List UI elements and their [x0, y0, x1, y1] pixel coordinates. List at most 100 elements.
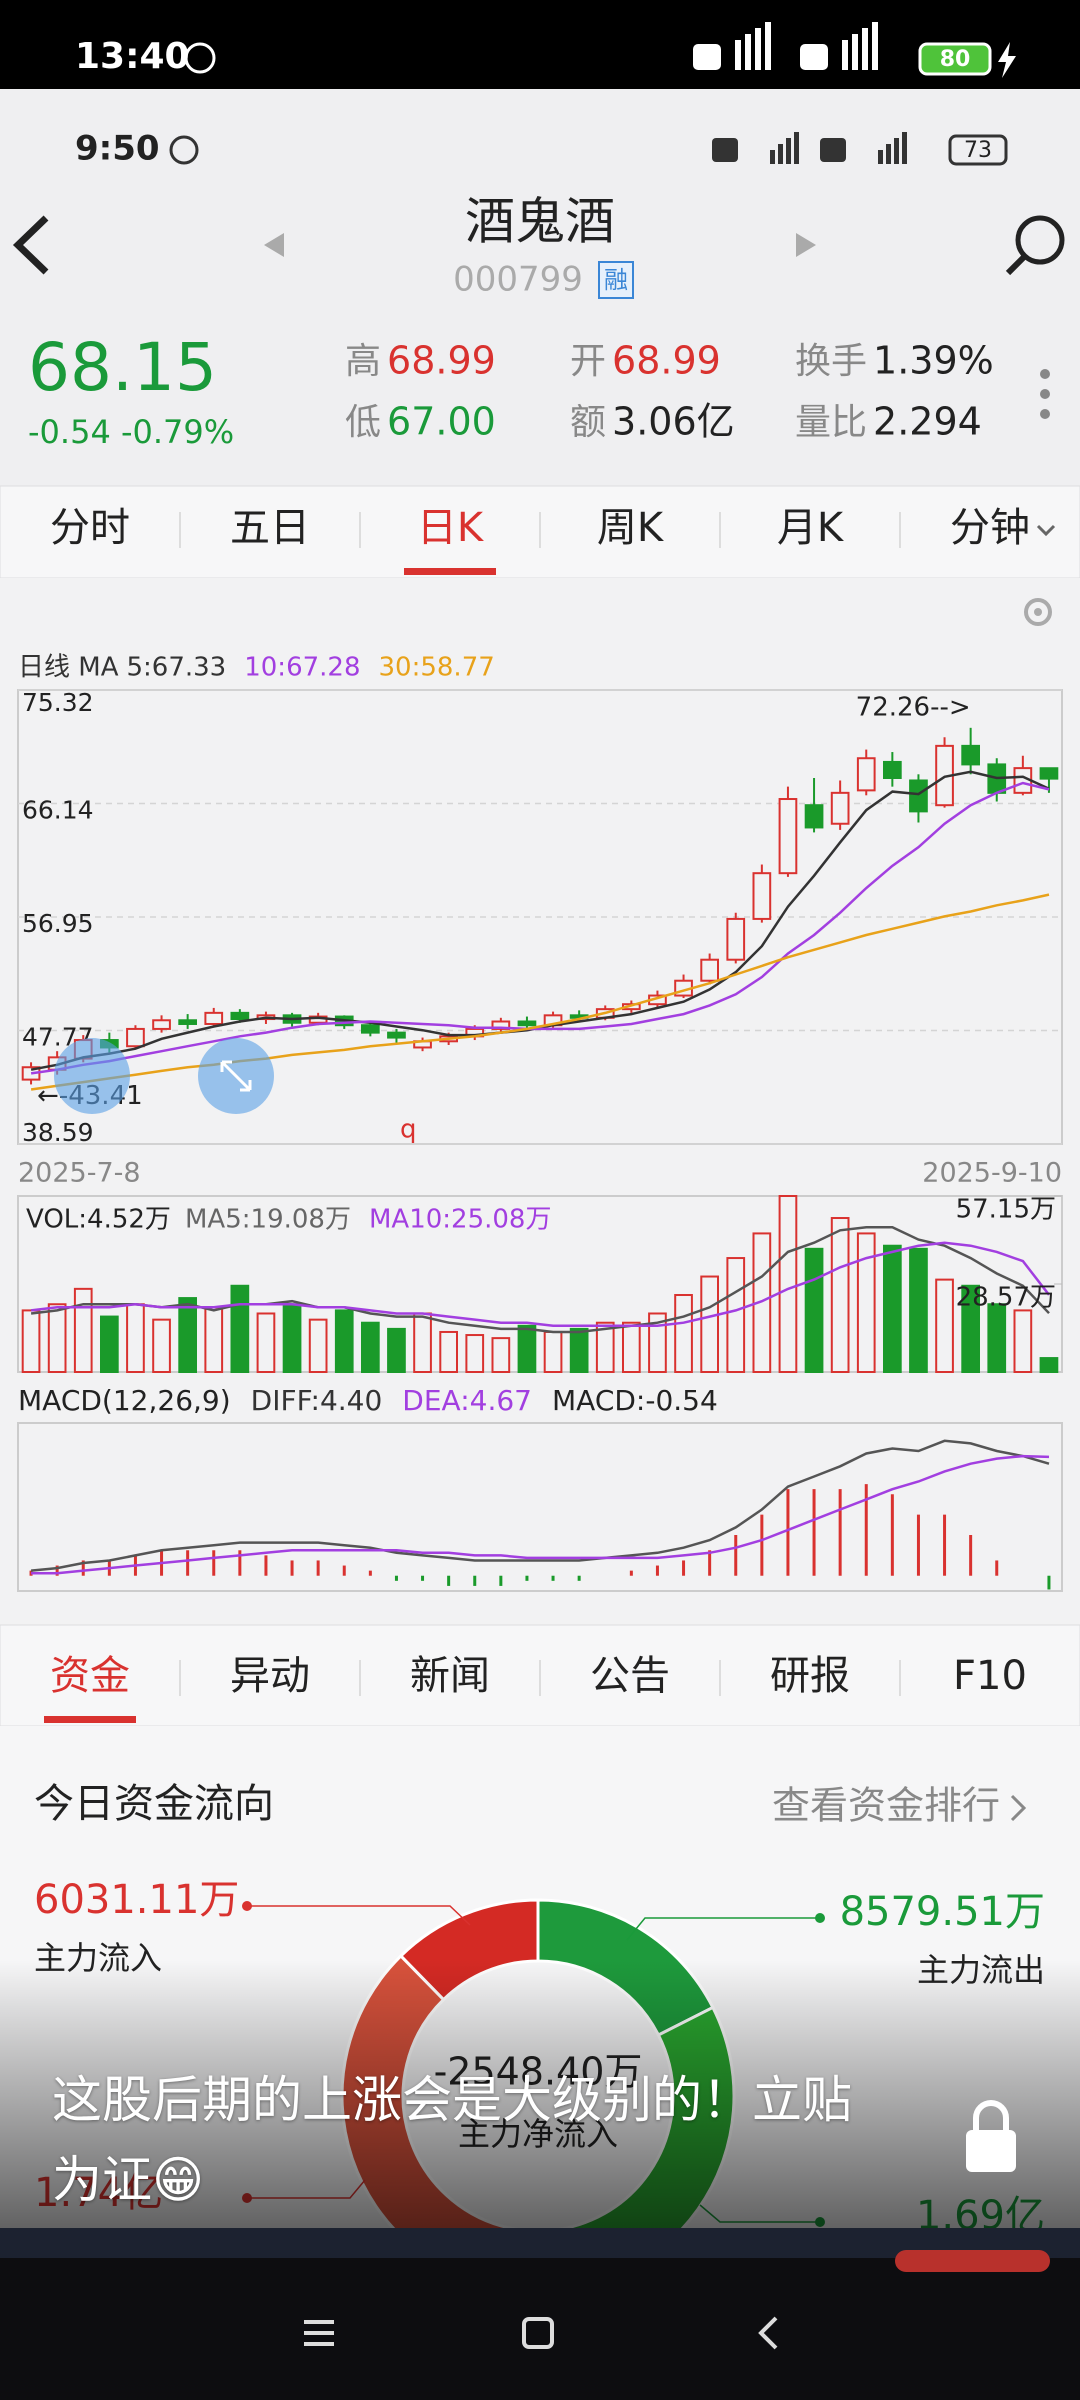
volume-bar: [961, 1284, 981, 1373]
post-overlay: [0, 1960, 1080, 2228]
nav-back[interactable]: [758, 2316, 778, 2350]
volume-bar: [413, 1312, 432, 1373]
price: 68.15: [28, 329, 217, 406]
volume-bar: [256, 1312, 276, 1373]
volume-bar: [491, 1337, 511, 1374]
alarm-icon: [184, 42, 216, 74]
more-button[interactable]: [1040, 369, 1050, 419]
volume-bar: [204, 1306, 224, 1374]
tab[interactable]: 异动: [230, 1653, 310, 1699]
volume-bar: [308, 1318, 328, 1373]
macd-line: [30, 1439, 1050, 1572]
tab[interactable]: 分钟: [950, 505, 1030, 551]
candle-body: [752, 872, 772, 920]
stock-code: 000799: [453, 260, 583, 300]
ma-title: 日线 MA: [18, 653, 119, 683]
volume-bar: [569, 1327, 589, 1373]
volume-tick-label: 57.15万: [956, 1195, 1056, 1225]
candle-body: [909, 779, 928, 813]
candle-body: [178, 1019, 198, 1025]
stat-label: 开: [570, 341, 606, 382]
candle-body: [152, 1019, 171, 1030]
volume-bar: [595, 1321, 615, 1374]
stat-value: 68.99: [387, 339, 496, 383]
volume-bar: [282, 1303, 302, 1373]
floating-menu[interactable]: [54, 1038, 130, 1114]
stat-value: 68.99: [612, 339, 721, 383]
volume-bar: [465, 1334, 485, 1374]
inner-status-icons: [712, 132, 907, 164]
next-stock[interactable]: [796, 233, 816, 257]
fund-rank-link[interactable]: 查看资金排行: [772, 1784, 1000, 1828]
volume-bar: [726, 1257, 746, 1373]
marker: q: [400, 1115, 417, 1145]
candle-body: [230, 1011, 250, 1021]
battery-level: 80: [940, 47, 971, 72]
macd-label: MACD(12,26,9): [18, 1384, 231, 1417]
lock-body[interactable]: [966, 2130, 1016, 2172]
search-button[interactable]: [1005, 215, 1065, 276]
candle-body: [360, 1024, 380, 1034]
volume-bar: [778, 1195, 798, 1373]
status-time: 13:40: [75, 36, 190, 77]
action-button[interactable]: [895, 2250, 1050, 2272]
fund-title: 今日资金流向: [34, 1781, 274, 1827]
y-tick-label: 38.59: [22, 1118, 94, 1147]
badge-box: [598, 261, 634, 299]
volume-bar: [987, 1303, 1007, 1373]
macd-line: [31, 1454, 1050, 1575]
stat-value: 1.39%: [873, 339, 994, 383]
y-tick-label: 75.32: [22, 688, 94, 717]
status-bar: [0, 0, 1080, 89]
stat-value: 67.00: [387, 400, 496, 444]
chart-bg: [0, 578, 1080, 1625]
volume-bar: [700, 1275, 720, 1374]
prev-stock[interactable]: [264, 233, 284, 257]
tab[interactable]: 新闻: [410, 1653, 490, 1699]
settings-button[interactable]: [1024, 598, 1052, 626]
tab[interactable]: 周K: [597, 505, 665, 551]
dropdown-icon: [1036, 524, 1056, 537]
back-button[interactable]: [12, 215, 49, 275]
volume-bar: [674, 1294, 693, 1374]
tab[interactable]: F10: [953, 1653, 1027, 1699]
volume-bar: [935, 1278, 954, 1374]
tab[interactable]: 资金: [50, 1653, 130, 1699]
tab[interactable]: 分时: [50, 505, 130, 551]
segment-value: 8579.51万: [840, 1889, 1045, 1935]
end-date: 2025-9-10: [922, 1158, 1062, 1189]
macd-line-label: DEA:4.67: [402, 1384, 532, 1417]
candle-body: [830, 791, 850, 825]
nav-home[interactable]: [522, 2317, 554, 2349]
candle-body: [804, 804, 824, 829]
volume-bar: [1013, 1309, 1033, 1374]
stat-label: 换手: [795, 341, 867, 382]
tab[interactable]: 月K: [777, 505, 845, 551]
volume-bar: [334, 1309, 354, 1374]
header-bg: [0, 89, 1080, 486]
status-icons: [693, 22, 1016, 78]
volume-bar: [1039, 1357, 1059, 1374]
candle-body: [856, 757, 876, 792]
volume-ma-label: MA5:19.08万: [185, 1205, 351, 1235]
start-date: 2025-7-8: [18, 1158, 141, 1189]
candle-body: [882, 760, 902, 780]
tab[interactable]: 日K: [417, 505, 485, 551]
volume-bar: [856, 1232, 876, 1374]
nav-menu[interactable]: [304, 2320, 334, 2346]
alarm-icon: [169, 135, 199, 165]
macd-line-label: DIFF:4.40: [251, 1384, 383, 1417]
connector: [626, 1917, 820, 1941]
tab[interactable]: 研报: [770, 1653, 850, 1699]
tab[interactable]: 公告: [590, 1653, 670, 1699]
stat-value: 2.294: [873, 400, 982, 444]
candle-body: [204, 1011, 224, 1025]
ma-label: 5:67.33: [126, 653, 226, 683]
tab-underline: [404, 568, 496, 575]
ma-label: 10:67.28: [244, 653, 360, 683]
candle-body: [778, 798, 798, 875]
margin-badge: 融: [604, 266, 628, 294]
tab[interactable]: 五日: [230, 505, 310, 551]
candle-body: [1039, 767, 1059, 780]
y-tick-label: 66.14: [22, 795, 94, 824]
